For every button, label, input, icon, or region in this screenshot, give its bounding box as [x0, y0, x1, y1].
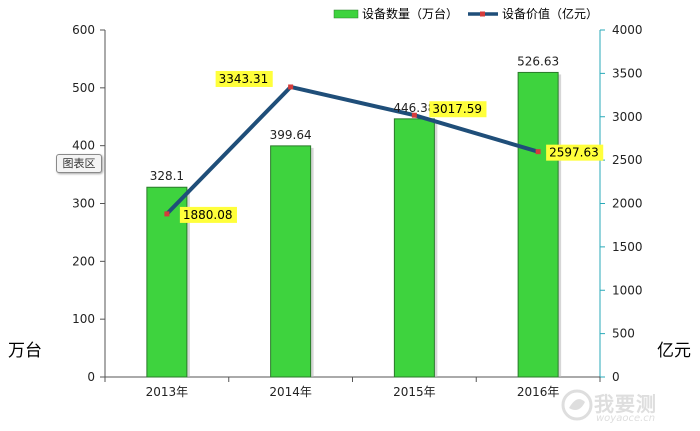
bar-value-label: 446.38 — [393, 101, 435, 115]
right-tick-label: 2000 — [612, 197, 643, 211]
bar-value-label: 526.63 — [517, 54, 559, 68]
watermark-logo-icon — [561, 389, 593, 421]
value-marker — [535, 149, 541, 155]
bar — [393, 118, 435, 378]
right-tick-label: 0 — [612, 370, 620, 384]
bar — [270, 145, 312, 378]
left-tick-label: 600 — [72, 23, 95, 37]
value-marker — [164, 211, 170, 217]
legend-swatch-marker — [480, 11, 485, 17]
watermark-subtext: woyaoce.cn — [596, 413, 656, 424]
line-value-label-box — [429, 101, 487, 118]
bar-value-label: 399.64 — [270, 128, 312, 142]
right-axis-unit-label: 亿元 — [657, 341, 691, 361]
left-tick-label: 300 — [72, 197, 95, 211]
line-value-label: 1880.08 — [179, 206, 237, 223]
right-tick-label: 1500 — [612, 240, 643, 254]
line-value-label-box — [215, 70, 273, 87]
legend-label-bar: 设备数量（万台） — [362, 6, 458, 21]
legend: 设备数量（万台） 设备价值（亿元） — [333, 6, 598, 21]
line-value-label: 3343.31 — [215, 70, 273, 87]
left-tick-label: 200 — [72, 254, 95, 268]
watermark-text: 我要测 — [594, 392, 657, 416]
line-value-label-box — [179, 206, 237, 223]
value-marker — [288, 84, 294, 90]
line-value-label: 2597.63 — [546, 144, 604, 161]
line-value-label-box — [546, 144, 604, 161]
x-category-label: 2015年 — [393, 385, 436, 399]
line-value-label-text: 2597.63 — [549, 146, 599, 160]
left-tick-label: 400 — [72, 139, 95, 153]
value-line — [164, 84, 541, 217]
left-axis-unit-label: 万台 — [8, 341, 42, 361]
line-value-label-text: 3343.31 — [219, 72, 269, 86]
bar — [517, 71, 559, 378]
tick-labels: 0 100 200 300 400 500 600 0 500 1000 1500 2000 2500 3… — [72, 23, 642, 399]
right-tick-label: 3000 — [612, 110, 643, 124]
chart-area-tooltip: 图表区 — [56, 154, 102, 173]
value-series-line — [165, 84, 539, 216]
x-category-label: 2014年 — [269, 385, 312, 399]
right-tick-label: 500 — [612, 327, 635, 341]
data-labels: 328.1 399.64 446.38 526.63 1880.08 3343.31 301… — [150, 54, 604, 223]
bar-value-label: 328.1 — [150, 169, 184, 183]
right-tick-label: 4000 — [612, 23, 643, 37]
bars — [146, 71, 562, 378]
right-tick-label: 2500 — [612, 153, 643, 167]
right-tick-label: 1000 — [612, 283, 643, 297]
line-value-label-text: 3017.59 — [432, 102, 482, 116]
right-tick-label: 3500 — [612, 66, 643, 80]
watermark: 我要测 woyaoce.cn — [556, 386, 696, 426]
line-value-label-text: 1880.08 — [183, 208, 233, 222]
left-tick-label: 0 — [87, 370, 95, 384]
line-value-label: 3017.59 — [429, 101, 487, 118]
left-tick-label: 500 — [72, 81, 95, 95]
legend-label-line: 设备价值（亿元） — [502, 6, 598, 21]
legend-swatch-bar — [333, 9, 359, 19]
left-tick-label: 100 — [72, 312, 95, 326]
value-marker — [411, 112, 417, 118]
x-category-label: 2016年 — [517, 385, 560, 399]
x-category-label: 2013年 — [146, 385, 189, 399]
